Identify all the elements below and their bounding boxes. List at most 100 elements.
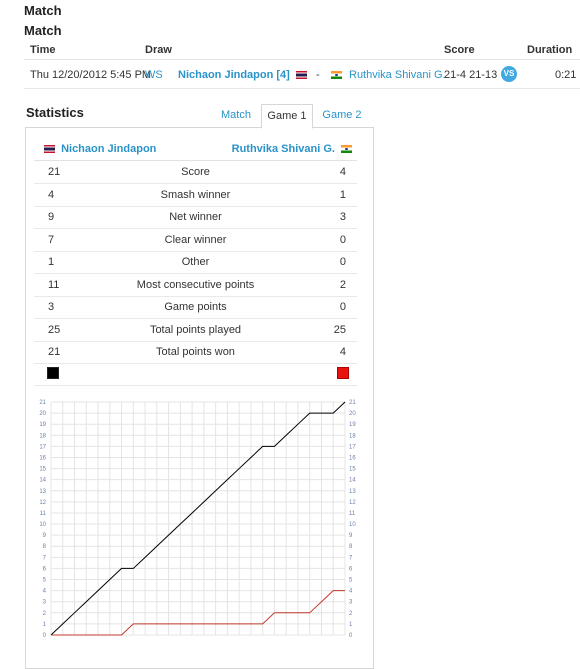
y-tick-label-left: 2 bbox=[43, 611, 47, 617]
player1-link[interactable]: Nichaon Jindapon [4] bbox=[178, 69, 290, 81]
india-flag-icon bbox=[341, 145, 352, 153]
y-tick-label-left: 10 bbox=[39, 522, 46, 528]
y-tick-label-right: 1 bbox=[349, 622, 353, 628]
y-tick-label-right: 19 bbox=[349, 422, 356, 428]
match-time: Thu 12/20/2012 5:45 PM bbox=[30, 69, 152, 81]
stat-player2-value: 4 bbox=[339, 166, 346, 178]
stat-player1-value: 25 bbox=[48, 323, 61, 336]
stat-row: 4 Smash winner 1 bbox=[34, 184, 357, 207]
y-tick-label-right: 20 bbox=[349, 411, 356, 417]
page-title: Match bbox=[24, 3, 62, 18]
stat-label: Net winner bbox=[169, 211, 222, 223]
match-row[interactable]: Thu 12/20/2012 5:45 PM WS Nichaon Jindap… bbox=[24, 60, 580, 89]
y-tick-label-left: 12 bbox=[39, 500, 46, 506]
stat-player2-value: 0 bbox=[339, 256, 346, 268]
y-tick-label-right: 16 bbox=[349, 455, 356, 461]
y-tick-label-left: 9 bbox=[43, 533, 47, 539]
stat-label: Other bbox=[181, 256, 210, 268]
y-tick-label-left: 15 bbox=[39, 467, 46, 473]
stat-row: 1 Other 0 bbox=[34, 251, 357, 274]
stat-player1-value: 9 bbox=[48, 211, 55, 223]
y-tick-label-right: 13 bbox=[349, 489, 356, 495]
y-tick-label-left: 7 bbox=[43, 555, 47, 561]
stat-player1-value: 4 bbox=[48, 188, 55, 201]
stat-label: Clear winner bbox=[164, 233, 227, 246]
stat-row: 9 Net winner 3 bbox=[34, 206, 357, 229]
y-tick-label-right: 18 bbox=[349, 433, 356, 439]
vs-icon[interactable]: VS bbox=[501, 66, 517, 82]
stat-label: Score bbox=[181, 166, 210, 178]
y-tick-label-right: 10 bbox=[349, 522, 356, 528]
tab-game-2[interactable]: Game 2 bbox=[322, 109, 362, 121]
tab-game-1[interactable]: Game 1 bbox=[261, 104, 313, 129]
stat-player1-value: 11 bbox=[48, 278, 60, 291]
thailand-flag-icon bbox=[293, 69, 310, 81]
y-tick-label-right: 4 bbox=[349, 589, 353, 595]
legend-row bbox=[34, 361, 357, 386]
match-section-title: Match bbox=[24, 23, 62, 38]
stats-player2[interactable]: Ruthvika Shivani G. bbox=[232, 143, 355, 155]
y-tick-label-left: 16 bbox=[39, 455, 46, 461]
stat-row: 21 Total points won 4 bbox=[34, 341, 357, 364]
y-tick-label-left: 1 bbox=[43, 622, 47, 628]
stats-player1-name[interactable]: Nichaon Jindapon bbox=[61, 143, 157, 155]
y-tick-label-right: 0 bbox=[349, 633, 353, 639]
y-tick-label-right: 11 bbox=[349, 511, 356, 517]
match-table-header: Time Draw Score Duration bbox=[24, 43, 580, 60]
stat-label: Total points played bbox=[149, 323, 242, 336]
india-flag-icon bbox=[328, 69, 345, 81]
tab-match[interactable]: Match bbox=[221, 109, 251, 121]
draw-header: Draw bbox=[145, 44, 172, 56]
y-tick-label-left: 5 bbox=[43, 578, 47, 584]
statistics-panel bbox=[25, 127, 374, 669]
y-tick-label-right: 5 bbox=[349, 578, 353, 584]
stat-player2-value: 4 bbox=[339, 346, 346, 358]
match-score: 21-4 21-13 bbox=[444, 69, 498, 81]
stats-player2-name[interactable]: Ruthvika Shivani G. bbox=[231, 143, 335, 155]
y-tick-label-right: 6 bbox=[349, 566, 353, 572]
stat-player1-value: 3 bbox=[48, 301, 55, 313]
y-tick-label-left: 4 bbox=[43, 589, 47, 595]
y-tick-label-left: 0 bbox=[43, 633, 47, 639]
score-separator: - bbox=[316, 69, 320, 81]
stat-label: Game points bbox=[164, 301, 227, 313]
stat-player1-value: 21 bbox=[48, 346, 61, 358]
stat-label: Smash winner bbox=[160, 188, 231, 201]
player1-color-swatch bbox=[47, 367, 59, 379]
y-tick-label-right: 12 bbox=[349, 500, 356, 506]
duration-header: Duration bbox=[527, 44, 573, 56]
y-tick-label-right: 2 bbox=[349, 611, 353, 617]
stat-player2-value: 25 bbox=[333, 323, 346, 336]
y-tick-label-left: 14 bbox=[39, 478, 46, 484]
stats-player1[interactable]: Nichaon Jindapon bbox=[41, 143, 156, 155]
y-tick-label-left: 6 bbox=[43, 566, 47, 572]
stat-player1-value: 21 bbox=[48, 166, 61, 178]
y-tick-label-left: 3 bbox=[43, 600, 47, 606]
y-tick-label-right: 21 bbox=[349, 400, 356, 406]
time-header: Time bbox=[30, 44, 56, 56]
player2-link[interactable]: Ruthvika Shivani G. bbox=[349, 69, 446, 81]
stat-player1-value: 7 bbox=[48, 233, 55, 246]
y-tick-label-right: 7 bbox=[349, 555, 353, 561]
score-header: Score bbox=[444, 44, 475, 56]
statistics-players-header: Nichaon Jindapon Ruthvika Shivani G. bbox=[34, 138, 357, 161]
series-line-2 bbox=[51, 590, 345, 636]
y-tick-label-right: 9 bbox=[349, 533, 353, 539]
stat-player2-value: 1 bbox=[339, 188, 346, 201]
y-tick-label-left: 13 bbox=[39, 489, 46, 495]
player2-color-swatch bbox=[337, 367, 349, 379]
y-tick-label-left: 17 bbox=[39, 444, 46, 450]
y-tick-label-left: 11 bbox=[40, 511, 47, 517]
stat-player2-value: 0 bbox=[339, 301, 346, 313]
y-tick-label-left: 20 bbox=[39, 411, 46, 417]
stat-row: 3 Game points 0 bbox=[34, 296, 357, 319]
stat-player2-value: 3 bbox=[339, 211, 346, 223]
stat-row: 7 Clear winner 0 bbox=[34, 229, 357, 252]
y-tick-label-right: 8 bbox=[349, 544, 353, 550]
draw-link[interactable]: WS bbox=[145, 69, 163, 81]
thailand-flag-icon bbox=[44, 145, 55, 153]
y-tick-label-right: 14 bbox=[349, 478, 356, 484]
stat-player1-value: 1 bbox=[48, 256, 55, 268]
statistics-title: Statistics bbox=[26, 105, 84, 120]
